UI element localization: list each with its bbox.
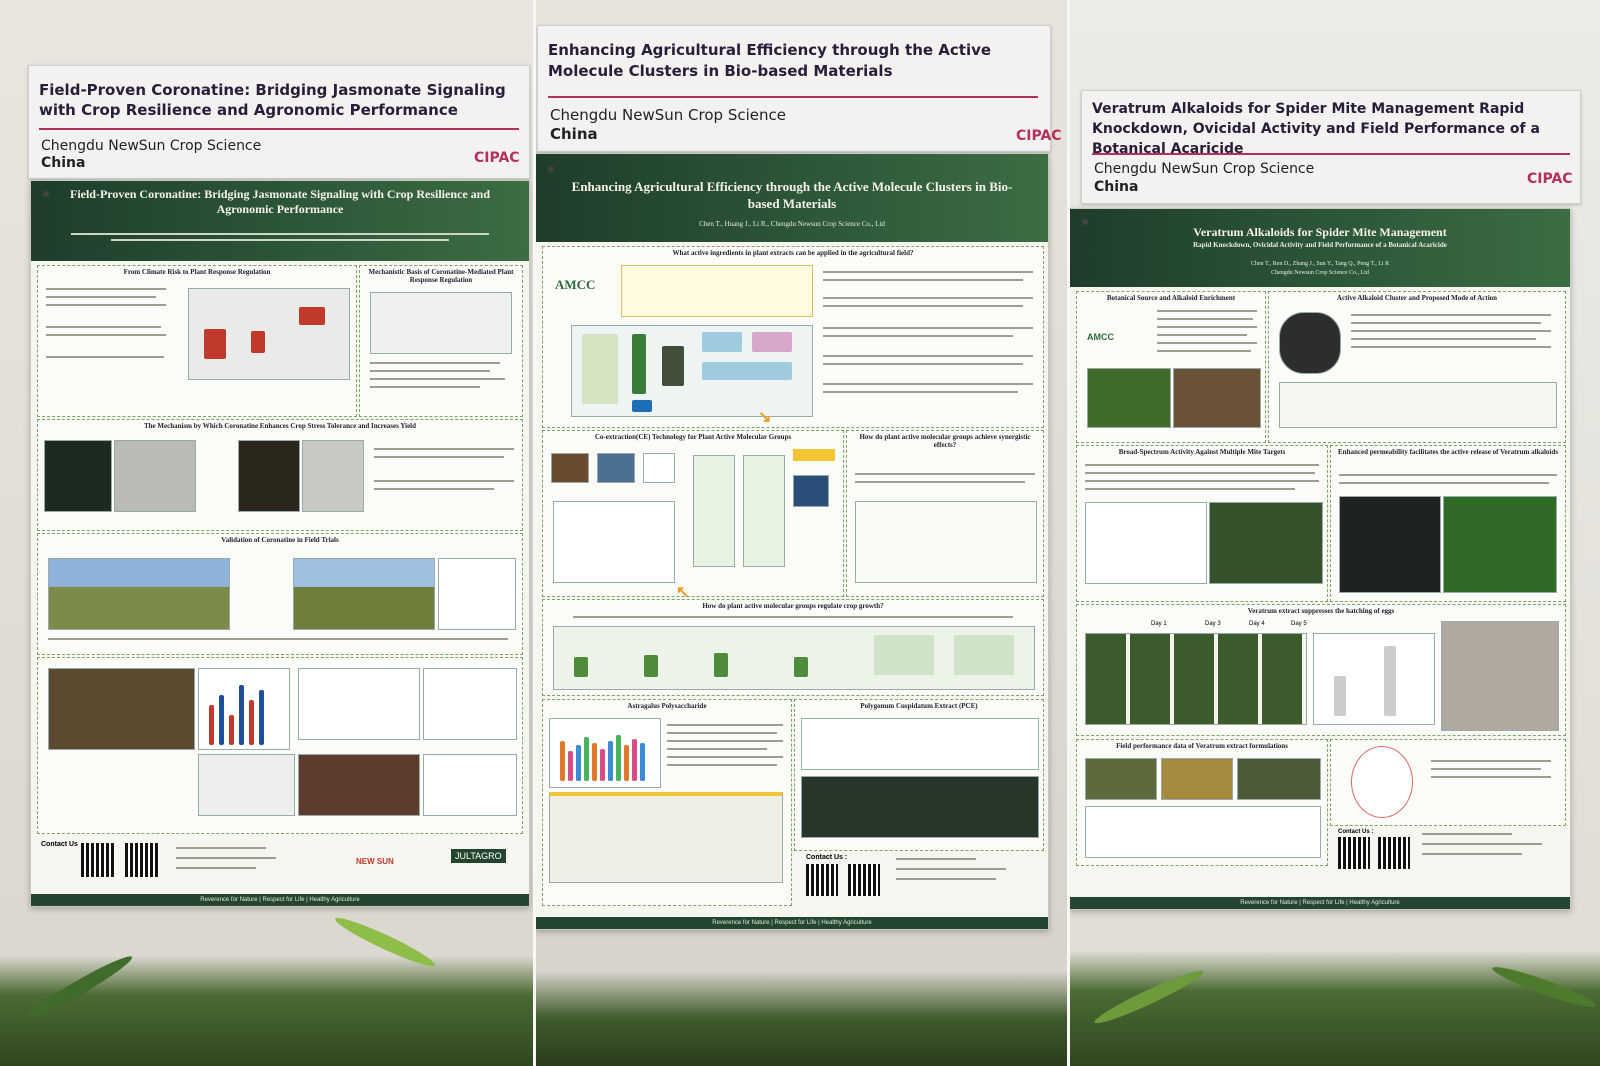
day-label: Day 3 — [1205, 621, 1221, 627]
newsun-logo: NEW SUN — [356, 857, 394, 866]
day-label: Day 4 — [1249, 621, 1265, 627]
poster-left: Field-Proven Coronatine: Bridging Jasmon… — [30, 180, 530, 907]
qr-code[interactable] — [806, 864, 838, 896]
section-heading: The Mechanism by Which Coronatine Enhanc… — [143, 422, 417, 430]
qr-code[interactable] — [848, 864, 880, 896]
section-heading: Veratrum extract suppresses the hatching… — [1247, 607, 1395, 615]
poster-title-sign: Field-Proven Coronatine: Bridging Jasmon… — [28, 65, 530, 179]
poster-title-sign: Veratrum Alkaloids for Spider Mite Manag… — [1081, 90, 1581, 204]
section-heading: How do plant active molecular groups reg… — [702, 602, 884, 610]
poster-authors: Chen T., Huang J., Li R., Chengdu Newsun… — [699, 220, 885, 228]
section-heading: Polygonum Cuspidatum Extract (PCE) — [860, 702, 978, 710]
day-label: Day 5 — [1291, 621, 1307, 627]
sign-title: Veratrum Alkaloids for Spider Mite Manag… — [1092, 101, 1540, 157]
photo-panel-right: Veratrum Alkaloids for Spider Mite Manag… — [1069, 0, 1600, 1066]
sign-country: China — [41, 155, 86, 171]
section-heading: Enhanced permeability facilitates the ac… — [1338, 448, 1558, 456]
world-map-image — [188, 288, 350, 380]
cipac-logo: CIPAC — [474, 150, 520, 166]
poster-title: Field-Proven Coronatine: Bridging Jasmon… — [69, 187, 491, 216]
poster-authors: Chen T., Ren D., Zhang J., Sun Y., Tang … — [1250, 261, 1390, 267]
poster-footer: Reverence for Nature | Respect for Life … — [536, 917, 1048, 929]
contact-label: Contact Us : — [1338, 829, 1374, 835]
sign-organization: Chengdu NewSun Crop Science — [41, 138, 262, 154]
section-heading: Botanical Source and Alkaloid Enrichment — [1106, 294, 1236, 302]
sign-organization: Chengdu NewSun Crop Science — [1094, 161, 1315, 177]
section-heading: From Climate Risk to Plant Response Regu… — [123, 268, 271, 276]
poster-footer: Reverence for Nature | Respect for Life … — [31, 894, 529, 906]
section-heading: Mechanistic Basis of Coronatine-Mediated… — [368, 268, 514, 284]
section-heading: How do plant active molecular groups ach… — [859, 433, 1031, 449]
photo-panel-middle: Enhancing Agricultural Efficiency throug… — [535, 0, 1069, 1066]
qr-code[interactable] — [125, 843, 159, 877]
section-heading: Active Alkaloid Cluster and Proposed Mod… — [1336, 294, 1498, 302]
sign-organization: Chengdu NewSun Crop Science — [550, 106, 786, 124]
poster-right: Veratrum Alkaloids for Spider Mite Manag… — [1069, 208, 1571, 910]
section-heading: Field performance data of Veratrum extra… — [1116, 742, 1288, 750]
section-heading: Co-extraction(CE) Technology for Plant A… — [594, 433, 792, 441]
sign-title: Enhancing Agricultural Efficiency throug… — [548, 41, 992, 80]
jultagro-logo: JULTAGRO — [451, 849, 506, 863]
day-label: Day 1 — [1151, 621, 1167, 627]
poster-title: Enhancing Agricultural Efficiency throug… — [571, 179, 1013, 211]
poster-footer: Reverence for Nature | Respect for Life … — [1070, 897, 1570, 909]
section-heading: Broad-Spectrum Activity Against Multiple… — [1118, 448, 1286, 456]
poster-affiliation: Chengdu Newsun Crop Science Co., Ltd — [1271, 270, 1369, 276]
poster-middle: Enhancing Agricultural Efficiency throug… — [535, 153, 1049, 930]
sign-title: Field-Proven Coronatine: Bridging Jasmon… — [39, 81, 506, 119]
amcc-logo: AMCC — [1087, 332, 1114, 342]
section-heading: Astragalus Polysaccharide — [627, 702, 707, 710]
qr-code[interactable] — [1378, 837, 1410, 869]
poster-title: Veratrum Alkaloids for Spider Mite Manag… — [1193, 225, 1447, 239]
photo-panel-left: Field-Proven Coronatine: Bridging Jasmon… — [0, 0, 535, 1066]
cipac-logo: CIPAC — [1016, 128, 1062, 144]
contact-label: Contact Us : — [806, 854, 848, 861]
section-heading: What active ingredients in plant extract… — [672, 249, 914, 257]
contact-label: Contact Us — [41, 841, 78, 848]
cipac-logo: CIPAC — [1527, 171, 1573, 187]
poster-title-sign: Enhancing Agricultural Efficiency throug… — [537, 25, 1062, 152]
qr-code[interactable] — [1338, 837, 1370, 869]
section-heading: Validation of Coronatine in Field Trials — [221, 536, 339, 544]
poster-subtitle: Rapid Knockdown, Ovicidal Activity and F… — [1193, 241, 1447, 249]
sign-country: China — [550, 125, 598, 143]
amcc-logo: AMCC — [555, 277, 596, 292]
qr-code[interactable] — [81, 843, 115, 877]
sign-country: China — [1094, 179, 1139, 195]
